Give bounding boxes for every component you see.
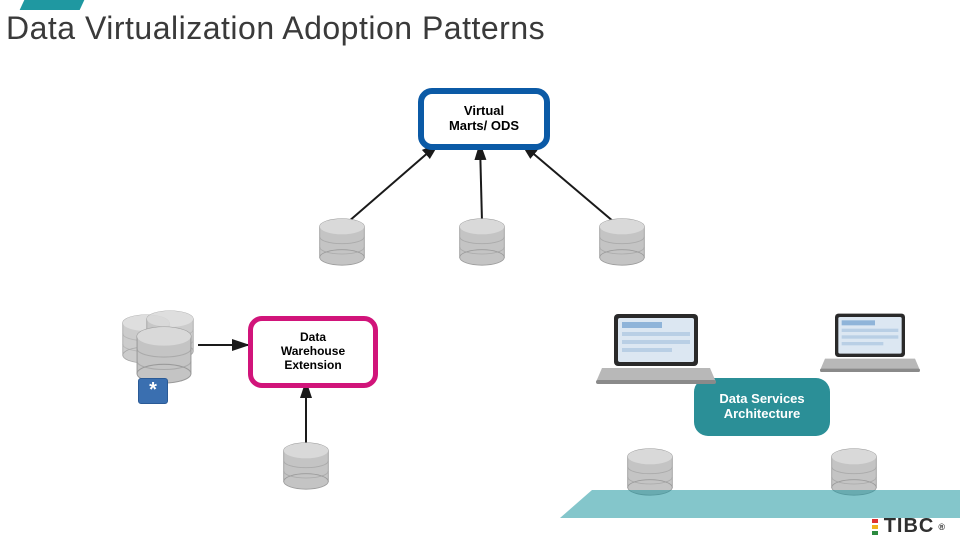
registered-icon: ® xyxy=(938,522,946,532)
data-services-architecture-box: Data ServicesArchitecture xyxy=(694,378,830,436)
database-cluster-icon xyxy=(132,320,196,378)
slide-canvas: Data Virtualization Adoption Patterns Vi… xyxy=(0,0,960,540)
virtual-marts-box: VirtualMarts/ ODS xyxy=(418,88,550,150)
asterisk-badge-icon: * xyxy=(138,378,168,404)
arrows-layer xyxy=(0,0,960,540)
database-icon xyxy=(624,448,676,496)
logo-stripes-icon xyxy=(872,519,878,535)
database-icon xyxy=(828,448,880,496)
corner-accent xyxy=(20,0,85,10)
laptop-icon xyxy=(820,312,920,372)
logo-text: TIBC xyxy=(884,515,935,538)
laptop-icon xyxy=(596,312,716,384)
tibco-logo: TIBC ® xyxy=(872,515,946,538)
database-icon xyxy=(280,442,332,490)
database-icon xyxy=(596,218,648,266)
data-warehouse-extension-box: DataWarehouseExtension xyxy=(248,316,378,388)
slide-title: Data Virtualization Adoption Patterns xyxy=(6,10,545,47)
database-icon xyxy=(316,218,368,266)
database-icon xyxy=(456,218,508,266)
footer-accent-shape xyxy=(560,490,960,518)
